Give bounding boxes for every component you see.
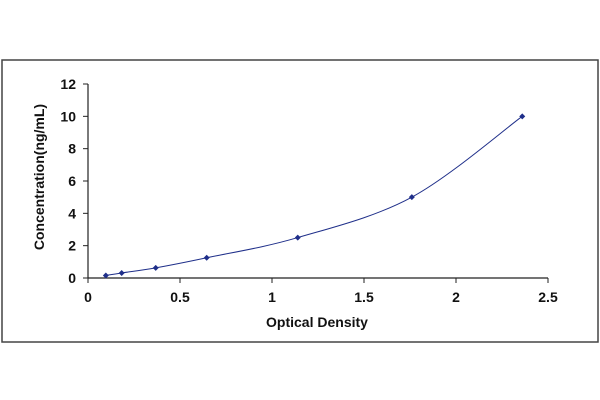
data-point [294, 234, 301, 241]
y-tick-label: 10 [60, 108, 76, 124]
y-tick-label: 6 [68, 173, 76, 189]
y-axis-title: Concentration(ng/mL) [31, 104, 47, 250]
data-point [152, 264, 159, 271]
x-tick-label: 0 [84, 289, 92, 305]
y-tick-label: 2 [68, 238, 76, 254]
x-axis-title: Optical Density [266, 314, 368, 330]
x-tick-label: 0.5 [170, 289, 190, 305]
data-point [519, 113, 526, 120]
x-tick-label: 2 [452, 289, 460, 305]
data-point [408, 194, 415, 201]
x-tick-label: 2.5 [538, 289, 558, 305]
axes-layer: 0 2 4 6 8 10 12 0 0.5 1 1.5 2 2.5 [60, 76, 558, 305]
y-tick-label: 0 [68, 270, 76, 286]
y-tick-label: 8 [68, 141, 76, 157]
chart-frame [1, 59, 599, 343]
y-tick-label: 12 [60, 76, 76, 92]
x-tick-label: 1 [268, 289, 276, 305]
points-layer [102, 113, 526, 279]
data-point [102, 272, 109, 279]
x-tick-label: 1.5 [354, 289, 374, 305]
y-tick-label: 4 [68, 205, 76, 221]
data-point [203, 254, 210, 261]
data-point [118, 269, 125, 276]
